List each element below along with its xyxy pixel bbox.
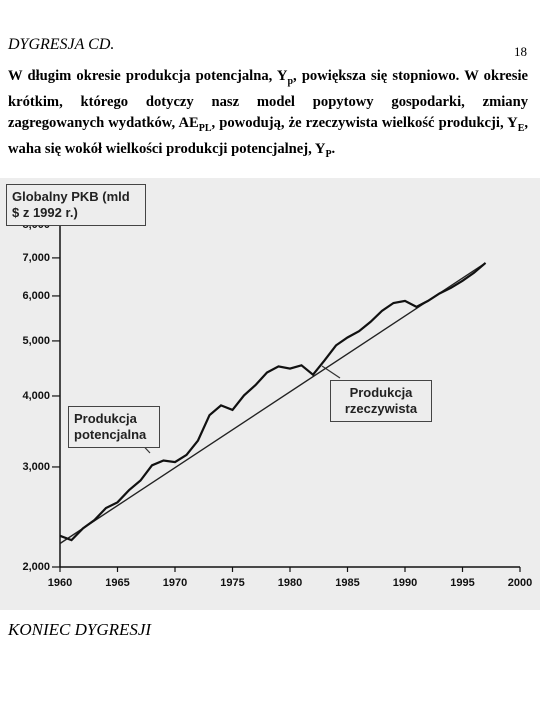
- text: , powiększa się stopniowo. W okresie kró…: [8, 68, 528, 131]
- text: , powodują, że rzeczywista wielkość prod…: [211, 114, 518, 131]
- x-tick-label: 1975: [220, 577, 244, 589]
- subscript: p: [287, 75, 294, 87]
- legend-label: Produkcja potencjalna: [68, 406, 160, 448]
- footer: KONIEC DYGRESJI: [8, 620, 152, 639]
- subscript: PL: [198, 122, 212, 134]
- x-tick-label: 1990: [393, 577, 417, 589]
- chart-title: Globalny PKB (mld $ z 1992 r.): [6, 184, 146, 226]
- chart: 2,0003,0004,0005,0006,0007,0008,00019601…: [22, 210, 532, 589]
- header-title: DYGRESJA CD.: [8, 36, 115, 53]
- y-tick-label: 2,000: [22, 561, 50, 573]
- connector: [321, 365, 341, 379]
- x-tick-label: 2000: [508, 577, 532, 589]
- x-tick-label: 1965: [105, 577, 129, 589]
- x-tick-label: 1970: [163, 577, 187, 589]
- y-tick-label: 4,000: [22, 390, 50, 402]
- y-tick-label: 3,000: [22, 461, 50, 473]
- y-tick-label: 5,000: [22, 335, 50, 347]
- subscript: E: [517, 122, 525, 134]
- text: W długim okresie produkcja potencjalna, …: [8, 68, 288, 84]
- series-line: [59, 262, 486, 545]
- page-number: 18: [514, 44, 527, 59]
- x-tick-label: 1985: [335, 577, 359, 589]
- x-tick-label: 1960: [48, 577, 72, 589]
- subscript: P: [325, 148, 332, 160]
- chart-area: 2,0003,0004,0005,0006,0007,0008,00019601…: [0, 178, 540, 610]
- y-tick-label: 7,000: [22, 252, 50, 264]
- x-tick-label: 1995: [450, 577, 474, 589]
- y-tick-label: 6,000: [22, 290, 50, 302]
- legend-label: Produkcja rzeczywista: [330, 380, 432, 422]
- paragraph: W długim okresie produkcja potencjalna, …: [8, 66, 528, 165]
- x-tick-label: 1980: [278, 577, 302, 589]
- text: .: [331, 140, 336, 157]
- series-line: [59, 262, 487, 542]
- text: , waha się wokół wielkości produkcji pot…: [8, 114, 529, 157]
